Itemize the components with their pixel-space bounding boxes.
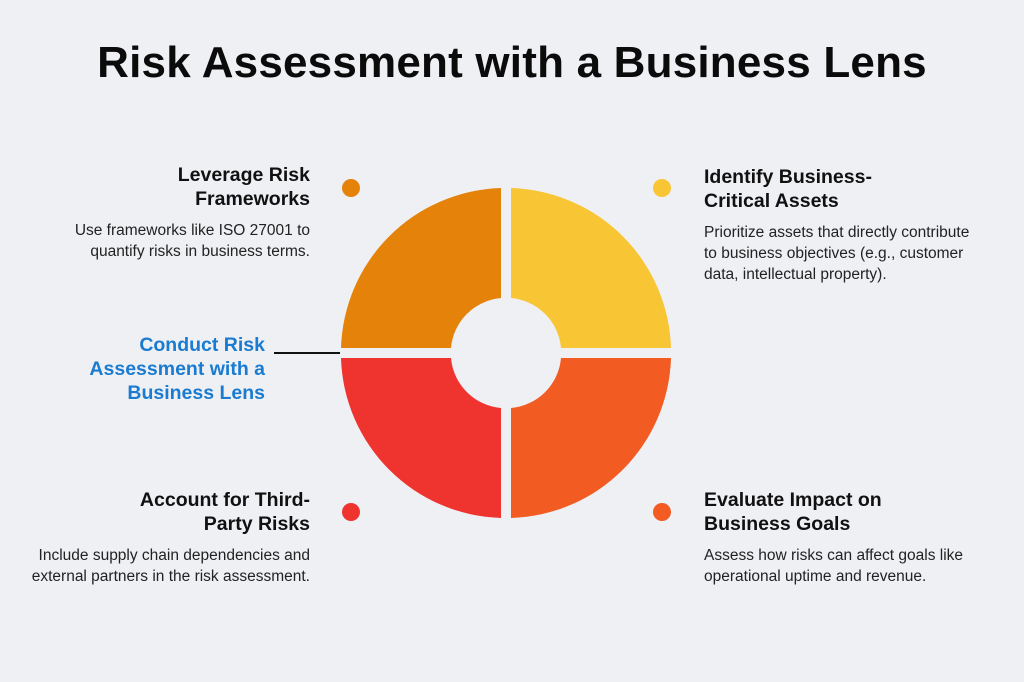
quadrant-bottom-right-segment [511,358,671,518]
quadrant-description: Include supply chain dependencies and ex… [31,547,310,585]
quadrant-heading: Evaluate Impact on Business Goals [704,489,882,535]
quadrant-top-right-text: Identify Business-Critical Assets Priori… [704,165,994,285]
quadrant-heading: Account for Third-Party Risks [139,489,310,535]
top-left-marker-dot [342,179,360,197]
quadrant-description: Prioritize assets that directly contribu… [704,224,970,283]
quadrant-heading: Identify Business-Critical Assets [704,166,872,212]
center-connector-line [274,352,340,354]
top-right-marker-dot [653,179,671,197]
quadrant-description: Use frameworks like ISO 27001 to quantif… [74,222,310,260]
quadrant-top-left-text: Leverage Risk Frameworks Use frameworks … [20,163,310,262]
bottom-right-marker-dot [653,503,671,521]
quadrant-bottom-right-text: Evaluate Impact on Business Goals Assess… [704,488,994,587]
quadrant-heading: Leverage Risk Frameworks [177,164,310,210]
quadrant-bottom-left-segment [341,358,501,518]
quadrant-top-right-segment [511,188,671,348]
quadrant-description: Assess how risks can affect goals like o… [704,547,964,585]
bottom-left-marker-dot [342,503,360,521]
quadrant-top-left-segment [341,188,501,348]
quadrant-bottom-left-text: Account for Third-Party Risks Include su… [20,488,310,587]
page-title: Risk Assessment with a Business Lens [97,38,927,87]
quadrant-wheel [341,188,671,518]
center-label: Conduct Risk Assessment with a Business … [89,334,265,404]
